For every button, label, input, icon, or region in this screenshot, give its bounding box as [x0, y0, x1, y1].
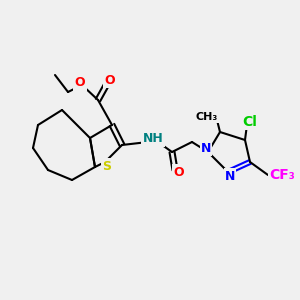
- Text: S: S: [103, 160, 112, 172]
- Text: O: O: [105, 74, 115, 86]
- Text: O: O: [174, 166, 184, 178]
- Text: N: N: [201, 142, 211, 154]
- Text: NH: NH: [142, 133, 164, 146]
- Text: O: O: [75, 76, 85, 89]
- Text: Cl: Cl: [243, 115, 257, 129]
- Text: CF₃: CF₃: [269, 168, 295, 182]
- Text: N: N: [225, 169, 235, 182]
- Text: CH₃: CH₃: [196, 112, 218, 122]
